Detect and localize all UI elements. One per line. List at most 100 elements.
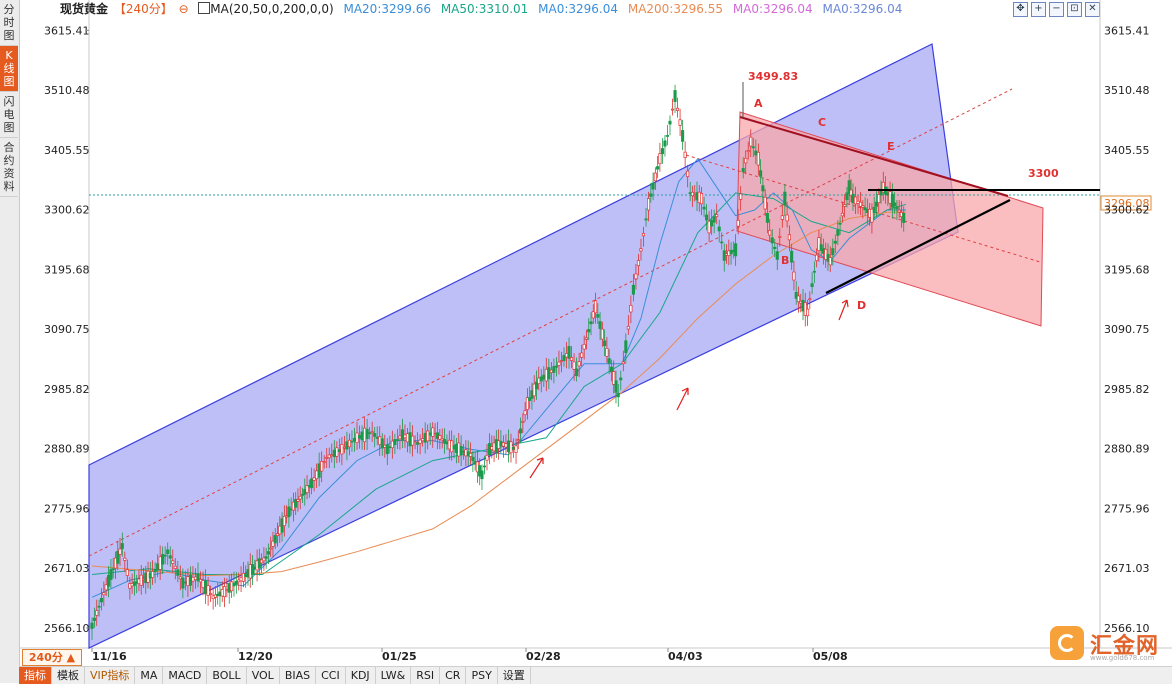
candle-body: [539, 376, 543, 382]
candle-body: [269, 547, 273, 550]
candle-body: [877, 194, 881, 204]
tab-time-chart[interactable]: 分时图: [0, 0, 18, 46]
ma-config[interactable]: MA(20,50,0,200,0,0): [210, 2, 334, 16]
series-ma50: [91, 192, 907, 575]
candle-body: [255, 560, 259, 571]
y-tick-label-right: 2671.03: [1104, 562, 1150, 575]
tab-kdj[interactable]: KDJ: [346, 667, 376, 684]
tab-boll[interactable]: BOLL: [207, 667, 247, 684]
candle-body: [471, 456, 475, 461]
candle-body: [176, 569, 180, 576]
candle-body: [815, 254, 819, 261]
candle-body: [761, 185, 765, 192]
candle-body: [303, 489, 307, 495]
candle-body: [828, 257, 832, 266]
fit-icon[interactable]: ⊡: [1067, 2, 1082, 17]
candle-body: [264, 556, 268, 559]
candle-body: [819, 244, 823, 251]
logo-icon: [1050, 626, 1084, 660]
candle-body: [729, 249, 733, 255]
candle-body: [239, 577, 243, 582]
candle-body: [826, 254, 830, 262]
candle-body: [856, 200, 860, 204]
candle-body: [673, 90, 677, 102]
candle-body: [547, 367, 551, 380]
candle-body: [216, 593, 220, 597]
candle-body: [300, 493, 305, 496]
y-tick-label-left: 2880.89: [44, 443, 90, 456]
candle-body: [201, 580, 205, 588]
tab-settings[interactable]: 设置: [498, 667, 531, 684]
move-icon[interactable]: ✥: [1013, 2, 1028, 17]
tab-lw[interactable]: LW&: [376, 667, 412, 684]
tab-macd[interactable]: MACD: [163, 667, 208, 684]
candle-body: [447, 439, 451, 450]
candle-body: [227, 583, 231, 593]
current-price-box: [1100, 195, 1152, 211]
candle-body: [609, 366, 613, 373]
tab-vol[interactable]: VOL: [247, 667, 280, 684]
tab-flash-chart[interactable]: 闪电图: [0, 92, 18, 138]
candle-body: [95, 610, 99, 616]
tab-contract-info[interactable]: 合约资料: [0, 138, 18, 197]
candle-body: [330, 454, 334, 457]
candle-body: [363, 427, 367, 443]
candle-body: [863, 207, 867, 211]
candle-body: [163, 554, 167, 557]
candle-body: [144, 572, 148, 584]
candle-body: [400, 429, 405, 441]
candle-body: [450, 440, 454, 453]
tab-rsi[interactable]: RSI: [411, 667, 441, 684]
tab-kline-chart[interactable]: K线图: [0, 46, 18, 92]
candle-body: [693, 194, 697, 197]
tab-ma[interactable]: MA: [135, 667, 164, 684]
tab-indicator[interactable]: 指标: [19, 667, 52, 684]
candle-body: [780, 215, 784, 220]
arrow-marks: [529, 299, 849, 479]
candle-body: [206, 585, 210, 596]
candle-body: [521, 421, 525, 423]
tab-template[interactable]: 模板: [52, 667, 85, 684]
settings-icon[interactable]: ⊖: [178, 2, 189, 16]
tab-cci[interactable]: CCI: [316, 667, 346, 684]
candle-body: [273, 535, 277, 544]
tab-cr[interactable]: CR: [440, 667, 467, 684]
candle-body: [754, 150, 758, 156]
y-tick-label-right: 3195.68: [1104, 263, 1150, 276]
candle-body: [204, 580, 208, 595]
tab-vip-indicator[interactable]: VIP指标: [85, 667, 136, 684]
candle-body: [225, 589, 229, 592]
candle-body: [570, 357, 574, 361]
candle-body: [237, 579, 241, 583]
tab-bias[interactable]: BIAS: [280, 667, 317, 684]
candle-body: [783, 191, 787, 206]
candle-body: [99, 597, 104, 603]
candle-body: [614, 380, 618, 393]
ma-config-icon[interactable]: [198, 2, 211, 14]
candle-body: [634, 273, 638, 280]
candle-body: [161, 554, 165, 565]
candle-body: [342, 446, 346, 449]
candle-body: [454, 444, 458, 453]
close-icon[interactable]: ✕: [1085, 2, 1100, 17]
ma50-value: MA50:3310.01: [440, 2, 529, 16]
zoom-in-icon[interactable]: +: [1031, 2, 1046, 17]
candle-body: [461, 450, 466, 453]
zoom-out-icon[interactable]: −: [1049, 2, 1064, 17]
tab-psy[interactable]: PSY: [466, 667, 498, 684]
point-label-b: B: [781, 254, 789, 267]
candle-body: [893, 202, 897, 206]
candle-body: [280, 518, 284, 533]
candle-body: [532, 383, 536, 397]
candle-body: [564, 353, 569, 358]
candle-body: [799, 300, 803, 304]
candle-body: [153, 569, 157, 573]
period-selector[interactable]: 240分 ▲: [22, 649, 82, 666]
candle-body: [213, 594, 217, 598]
candle-body: [355, 432, 359, 444]
candle-body: [464, 449, 468, 457]
candle-body: [840, 212, 844, 217]
candle-body: [794, 292, 798, 299]
candle-body: [148, 572, 152, 579]
